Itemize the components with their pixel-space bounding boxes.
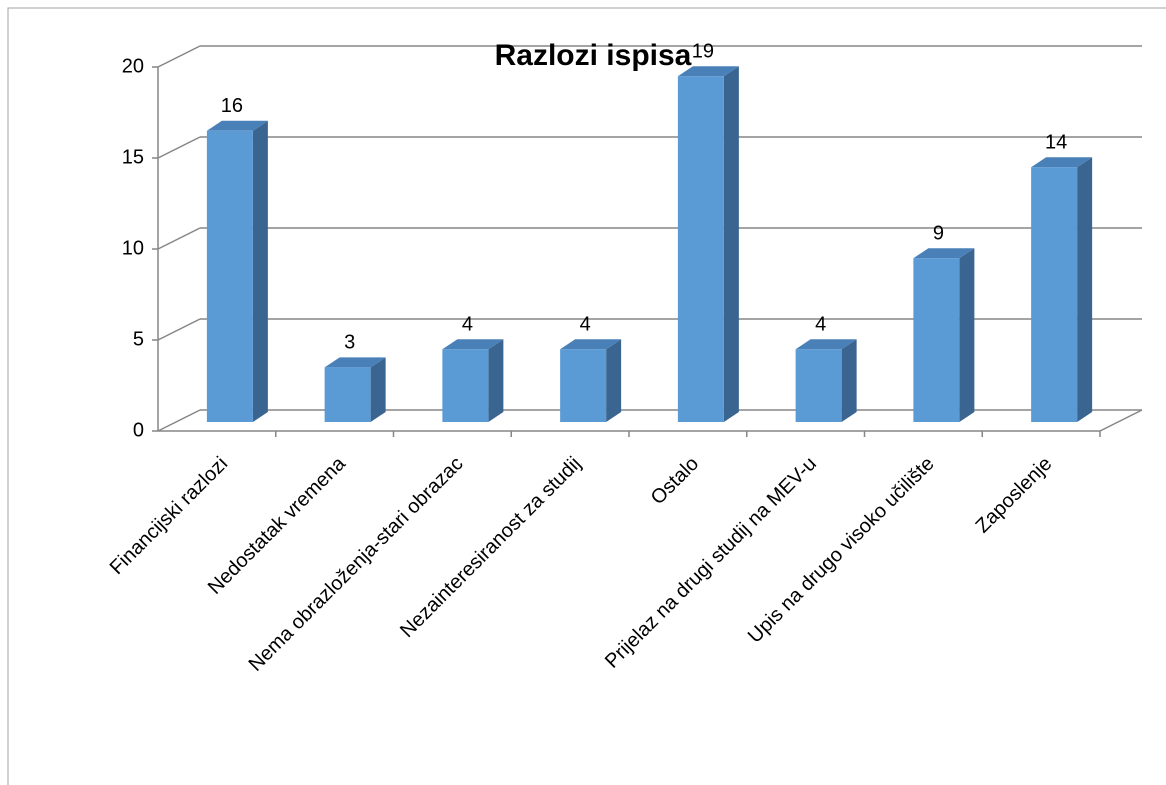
grid-line [157,227,201,250]
data-label: 16 [221,95,243,117]
x-tick-label: Upis na drugo visoko učilište [744,453,939,648]
bar-side [370,357,386,422]
bar-top [1031,157,1093,168]
y-tick-label: 20 [122,55,144,77]
bar-side [723,66,739,422]
bar [206,130,253,423]
data-label: 4 [462,313,473,335]
x-tick-label: Prijelaz na drugi studij na MEV-u [601,453,821,673]
data-label: 3 [344,332,355,354]
bar-side [841,339,857,422]
y-tick-label: 10 [122,237,144,259]
grid-line [157,409,201,432]
bar [913,258,960,422]
data-label: 9 [933,222,944,244]
bar-top [442,339,504,350]
bar-top [677,66,739,77]
floor-edge [1099,409,1143,432]
data-label: 4 [815,313,826,335]
x-tick-label: Ostalo [647,453,703,509]
bar-side [1077,157,1093,422]
grid-line [157,45,201,68]
chart-title: Razlozi ispisa [495,39,692,72]
data-label: 14 [1045,131,1067,153]
bar-side [252,120,268,423]
y-tick-label: 0 [133,419,144,441]
bar [795,349,842,422]
bar [324,367,371,422]
bar [560,349,607,422]
y-tick-label: 15 [122,146,144,168]
x-tick-label: Nema obrazloženja-stari obrazac [245,453,468,676]
bar-top [913,248,975,259]
bar-side [959,248,975,422]
bar [677,76,724,422]
bar-top [324,357,386,368]
y-tick-label: 5 [133,328,144,350]
data-label: 19 [692,40,714,62]
x-tick-label: Zaposlenje [972,453,1057,538]
bar-top [795,339,857,350]
bar-side [488,339,504,422]
data-label: 4 [580,313,591,335]
grid-line [157,136,201,159]
x-tick-label: Financijski razlozi [106,453,232,579]
bar-side [606,339,622,422]
bar-top [206,120,268,131]
bar [442,349,489,422]
bar [1031,167,1078,422]
bar-top [560,339,622,350]
chart-frame [7,7,1166,785]
grid-line [157,318,201,341]
